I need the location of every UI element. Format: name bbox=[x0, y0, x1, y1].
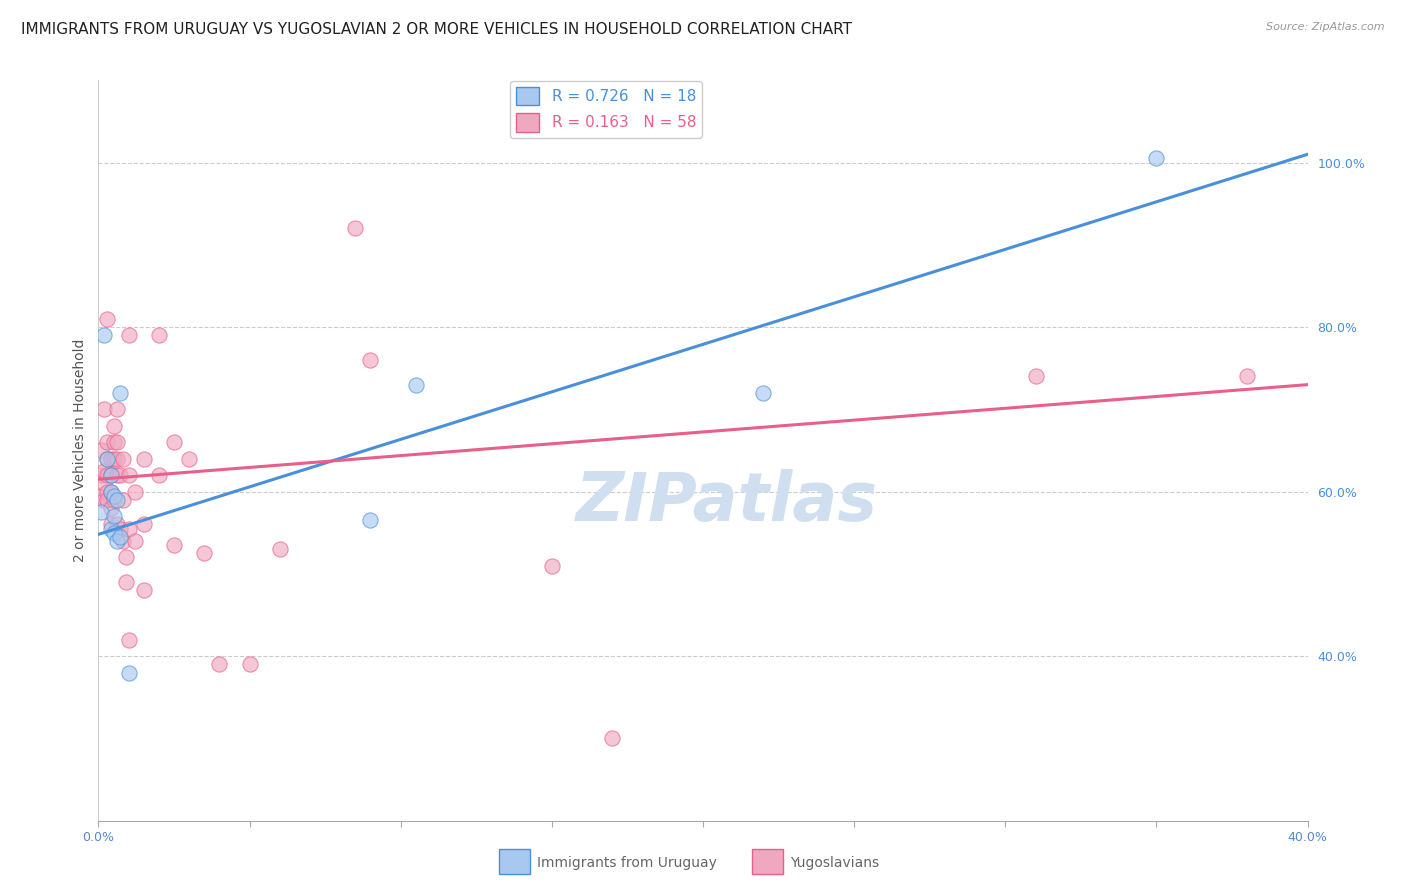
Point bbox=[100, 468, 122, 483]
Point bbox=[111, 533, 134, 548]
Point bbox=[100, 451, 122, 466]
Point bbox=[118, 632, 141, 647]
Point bbox=[132, 517, 155, 532]
Point bbox=[93, 464, 115, 478]
Point bbox=[103, 492, 125, 507]
Point bbox=[118, 468, 141, 483]
Text: Immigrants from Uruguay: Immigrants from Uruguay bbox=[537, 856, 717, 871]
Point bbox=[360, 513, 382, 527]
Point bbox=[132, 583, 155, 598]
Point bbox=[124, 533, 146, 548]
Point bbox=[602, 731, 624, 746]
Point bbox=[103, 509, 125, 524]
Point bbox=[111, 492, 134, 507]
Point bbox=[124, 484, 146, 499]
Point bbox=[344, 221, 367, 235]
Point bbox=[405, 377, 427, 392]
Point bbox=[103, 451, 125, 466]
Point bbox=[105, 402, 128, 417]
Point bbox=[108, 522, 131, 536]
Point bbox=[93, 328, 115, 343]
Point bbox=[105, 468, 128, 483]
Point bbox=[148, 328, 170, 343]
Point bbox=[108, 385, 131, 400]
Point bbox=[148, 468, 170, 483]
Point bbox=[96, 484, 118, 499]
Point bbox=[163, 538, 186, 552]
Point bbox=[100, 517, 122, 532]
Point bbox=[208, 657, 231, 672]
Point bbox=[96, 492, 118, 507]
Point bbox=[100, 484, 122, 499]
Point bbox=[193, 546, 215, 560]
Point bbox=[111, 451, 134, 466]
Point bbox=[269, 542, 291, 557]
Point bbox=[96, 451, 118, 466]
Point bbox=[105, 492, 128, 507]
Point bbox=[100, 522, 122, 536]
Point bbox=[96, 451, 118, 466]
Point bbox=[114, 550, 136, 565]
Point bbox=[90, 468, 112, 483]
Point bbox=[96, 468, 118, 483]
Point bbox=[1024, 369, 1046, 384]
Point bbox=[239, 657, 262, 672]
Point bbox=[96, 311, 118, 326]
Point bbox=[1144, 152, 1167, 166]
Point bbox=[103, 435, 125, 450]
Point bbox=[90, 443, 112, 458]
Point bbox=[105, 533, 128, 548]
Point bbox=[103, 418, 125, 433]
Point bbox=[93, 476, 115, 491]
Y-axis label: 2 or more Vehicles in Household: 2 or more Vehicles in Household bbox=[73, 339, 87, 562]
Text: Source: ZipAtlas.com: Source: ZipAtlas.com bbox=[1267, 22, 1385, 32]
Point bbox=[93, 402, 115, 417]
Point bbox=[752, 385, 775, 400]
Point bbox=[105, 451, 128, 466]
Point bbox=[105, 435, 128, 450]
Text: ZIPatlas: ZIPatlas bbox=[576, 469, 879, 535]
Legend: R = 0.726   N = 18, R = 0.163   N = 58: R = 0.726 N = 18, R = 0.163 N = 58 bbox=[510, 80, 702, 137]
Point bbox=[105, 517, 128, 532]
Point bbox=[96, 435, 118, 450]
Point bbox=[90, 505, 112, 519]
Point bbox=[103, 525, 125, 540]
Point bbox=[1236, 369, 1258, 384]
Text: Yugoslavians: Yugoslavians bbox=[790, 856, 879, 871]
Point bbox=[163, 435, 186, 450]
Point bbox=[103, 489, 125, 503]
Point bbox=[118, 522, 141, 536]
Point bbox=[100, 501, 122, 516]
Point bbox=[108, 468, 131, 483]
Point bbox=[93, 492, 115, 507]
Point bbox=[118, 328, 141, 343]
Point bbox=[100, 484, 122, 499]
Point bbox=[108, 530, 131, 544]
Point bbox=[118, 665, 141, 680]
Point bbox=[90, 489, 112, 503]
Point bbox=[179, 451, 201, 466]
Text: IMMIGRANTS FROM URUGUAY VS YUGOSLAVIAN 2 OR MORE VEHICLES IN HOUSEHOLD CORRELATI: IMMIGRANTS FROM URUGUAY VS YUGOSLAVIAN 2… bbox=[21, 22, 852, 37]
Point bbox=[100, 468, 122, 483]
Point bbox=[540, 558, 562, 573]
Point bbox=[132, 451, 155, 466]
Point bbox=[114, 575, 136, 590]
Point bbox=[360, 353, 382, 368]
